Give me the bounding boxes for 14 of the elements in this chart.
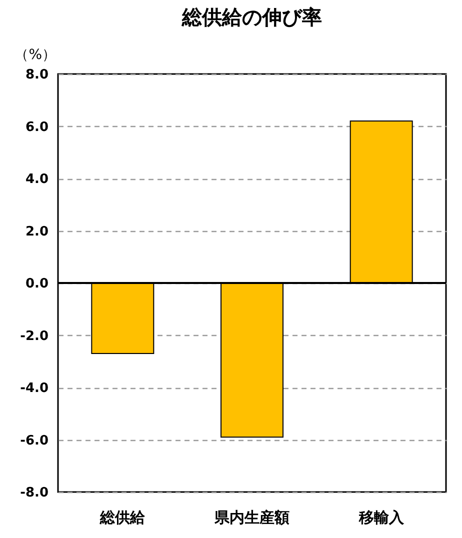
y-tick-label: -2.0 xyxy=(20,328,48,344)
y-tick-label: 4.0 xyxy=(25,172,48,187)
x-tick-label: 移輸入 xyxy=(358,508,405,526)
y-tick-label: -4.0 xyxy=(20,381,48,396)
y-tick-label: -8.0 xyxy=(20,486,48,500)
y-axis-title: （%） xyxy=(14,47,56,63)
x-tick-label: 総供給 xyxy=(99,508,146,526)
y-tick-label: 2.0 xyxy=(25,224,48,240)
y-tick-label: 8.0 xyxy=(25,68,48,82)
y-tick-label: 0.0 xyxy=(25,276,48,292)
y-tick-label: -6.0 xyxy=(20,433,48,448)
chart-title: 総供給の伸び率 xyxy=(181,5,322,29)
x-tick-label: 県内生産額 xyxy=(214,508,290,526)
y-tick-label: 6.0 xyxy=(25,120,48,135)
